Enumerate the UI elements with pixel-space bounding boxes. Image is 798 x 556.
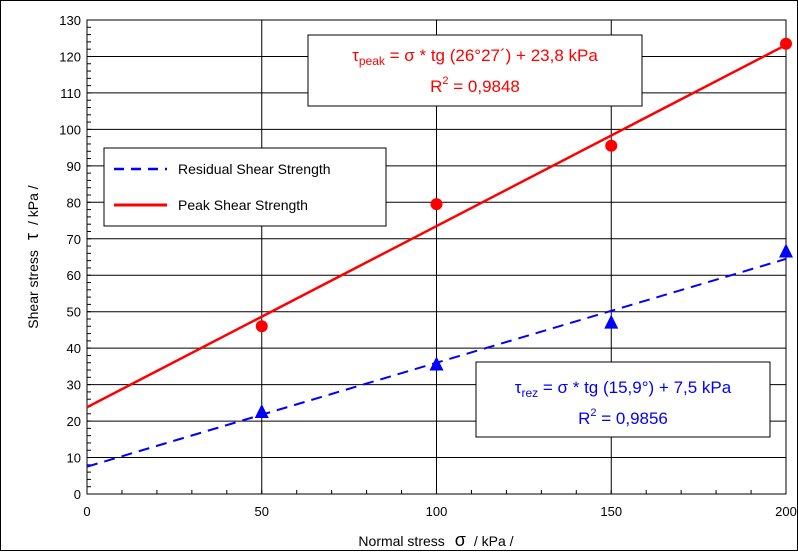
data-point-triangle — [779, 243, 793, 258]
series-layer — [86, 37, 793, 468]
data-point-triangle — [429, 356, 444, 371]
rez-equation-frame — [475, 361, 771, 438]
y-tick-label: 130 — [59, 13, 81, 28]
peak-r2: R2 = 0,9848 — [430, 75, 520, 96]
y-axis-title-main: Shear stress — [25, 250, 41, 329]
rez-equation-box: τrez = σ * tg (15,9°) + 7,5 kPa R2 = 0,9… — [475, 361, 771, 438]
x-tick-labels: 0 50 100 150 200 — [83, 504, 796, 519]
y-tick-label: 10 — [67, 451, 81, 466]
y-tick-label: 120 — [59, 49, 81, 64]
y-axis-title: Shear stress τ / kPa / — [22, 185, 42, 329]
y-axis-title-unit: / kPa / — [25, 185, 41, 225]
x-axis-title-symbol: σ — [455, 530, 466, 550]
x-tick-label: 200 — [775, 504, 797, 519]
y-tick-label: 100 — [59, 122, 81, 137]
y-tick-label: 90 — [67, 159, 81, 174]
rez-r2-exponent: 2 — [590, 407, 596, 419]
peak-equation-box: τpeak = σ * tg (26°27´) + 23,8 kPa R2 = … — [307, 34, 643, 107]
y-tick-label: 70 — [67, 232, 81, 247]
x-axis-title: Normal stress σ / kPa / — [358, 530, 513, 550]
peak-tau-symbol: τ — [352, 46, 359, 65]
data-point-circle — [780, 37, 792, 50]
peak-r2-exponent: 2 — [442, 75, 448, 87]
data-point-triangle — [254, 403, 269, 418]
y-tick-label: 110 — [60, 86, 81, 101]
minor-ticks — [86, 19, 787, 495]
peak-r2-value: = 0,9848 — [449, 77, 520, 96]
x-tick-label: 50 — [255, 504, 269, 519]
rez-equation-text: = σ * tg (15,9°) + 7,5 kPa — [538, 378, 732, 397]
y-tick-label: 60 — [67, 268, 81, 283]
y-axis-title-symbol: τ — [22, 233, 42, 240]
data-point-circle — [255, 320, 268, 333]
series-1 — [86, 37, 792, 409]
peak-equation-frame — [307, 34, 643, 107]
y-tick-label: 30 — [67, 378, 81, 393]
y-tick-labels: 0 10 20 30 40 50 60 70 80 90 100 110 120 130 — [59, 13, 81, 502]
trendline-1 — [86, 43, 787, 409]
peak-subscript: peak — [359, 54, 386, 68]
x-tick-label: 100 — [426, 504, 448, 519]
peak-equation: τpeak = σ * tg (26°27´) + 23,8 kPa — [352, 46, 598, 68]
rez-r2-value: = 0,9856 — [597, 409, 668, 428]
x-tick-label: 0 — [83, 504, 90, 519]
series-0 — [86, 243, 793, 468]
x-axis-title-main: Normal stress — [358, 533, 444, 549]
peak-equation-text: = σ * tg (26°27´) + 23,8 kPa — [385, 46, 598, 65]
y-tick-label: 20 — [67, 414, 81, 429]
rez-r2-label: R — [578, 409, 590, 428]
legend-frame — [103, 147, 387, 227]
rez-r2: R2 = 0,9856 — [578, 407, 668, 428]
y-tick-label: 40 — [67, 341, 81, 356]
y-tick-label: 50 — [67, 305, 81, 320]
x-axis-title-unit: / kPa / — [474, 533, 514, 549]
data-point-triangle — [604, 314, 619, 329]
rez-tau-symbol: τ — [515, 378, 522, 397]
y-tick-label: 0 — [74, 487, 81, 502]
data-point-circle — [605, 139, 618, 152]
legend: Residual Shear Strength Peak Shear Stren… — [103, 147, 387, 227]
legend-residual-label: Residual Shear Strength — [178, 161, 331, 177]
legend-peak-label: Peak Shear Strength — [178, 197, 308, 213]
x-tick-label: 150 — [600, 504, 622, 519]
rez-equation: τrez = σ * tg (15,9°) + 7,5 kPa — [515, 378, 732, 400]
rez-subscript: rez — [521, 386, 538, 400]
y-tick-label: 80 — [67, 195, 81, 210]
data-point-circle — [430, 198, 443, 211]
peak-r2-label: R — [430, 77, 442, 96]
